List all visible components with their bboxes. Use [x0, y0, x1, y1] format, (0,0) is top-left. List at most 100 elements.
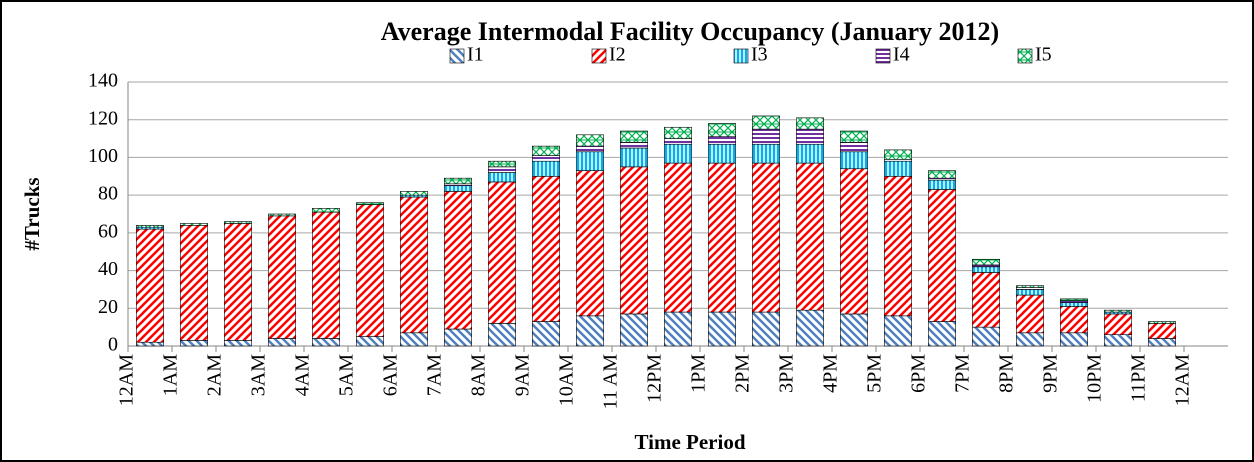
bar-segment: [532, 175, 560, 322]
bar-segment: [224, 223, 252, 341]
bar-segment: [796, 162, 824, 311]
x-tick-label: 12PM: [644, 354, 666, 403]
x-tick-label: 8AM: [468, 354, 490, 396]
bar-segment: [796, 143, 824, 164]
bar-segment: [664, 143, 692, 164]
bar-segment: [1016, 294, 1044, 334]
bar-segment: [356, 204, 384, 337]
bar-segment: [1060, 306, 1088, 334]
x-tick-label: 11PM: [1128, 354, 1150, 402]
x-tick-label: 7AM: [424, 354, 446, 396]
y-tick-label: 60: [98, 220, 118, 242]
x-tick-label: 8PM: [996, 354, 1018, 393]
bar-segment: [224, 221, 252, 224]
bar-segment: [620, 130, 648, 143]
y-tick-label: 0: [108, 334, 118, 356]
bar-segment: [400, 196, 428, 334]
bar-segment: [444, 177, 472, 185]
legend-label: I5: [1035, 44, 1052, 66]
bar-segment: [576, 315, 604, 347]
bar-segment: [488, 166, 516, 173]
bar-segment: [664, 162, 692, 313]
legend-label: I2: [609, 44, 626, 66]
bar-segment: [1104, 309, 1132, 313]
bar-segment: [796, 117, 824, 130]
bar-segment: [268, 215, 296, 339]
x-tick-label: 2PM: [732, 354, 754, 393]
x-tick-label: 11 AM: [600, 354, 622, 410]
bar-segment: [796, 128, 824, 145]
bar-segment: [928, 189, 956, 322]
bar-segment: [1104, 313, 1132, 335]
bar-segment: [884, 149, 912, 160]
bar-segment: [532, 155, 560, 162]
bar-segment: [444, 191, 472, 330]
x-tick-label: 7PM: [952, 354, 974, 393]
bar-segment: [664, 126, 692, 139]
bar-segment: [1148, 323, 1176, 339]
x-tick-label: 12AM: [116, 354, 138, 406]
bar-segment: [928, 321, 956, 347]
bar-segment: [488, 323, 516, 347]
bar-segment: [532, 160, 560, 177]
bar-segment: [620, 313, 648, 347]
bar-segment: [972, 258, 1000, 266]
x-tick-label: 5AM: [336, 354, 358, 396]
bar-segment: [356, 202, 384, 205]
bar-segment: [180, 340, 208, 347]
bar-segment: [1148, 338, 1176, 347]
bar-segment: [488, 172, 516, 183]
bar-segment: [708, 162, 736, 313]
x-axis-title: Time Period: [634, 430, 745, 454]
x-tick-label: 9PM: [1040, 354, 1062, 393]
y-tick-label: 100: [88, 145, 118, 167]
bar-segment: [180, 223, 208, 226]
x-tick-label: 2AM: [204, 354, 226, 396]
bar-segment: [400, 332, 428, 347]
bar-segment: [268, 338, 296, 347]
bar-segment: [752, 143, 780, 164]
bar-segment: [884, 175, 912, 317]
bar-segment: [752, 162, 780, 313]
bar-segment: [180, 225, 208, 341]
bar-segment: [1060, 302, 1088, 307]
x-tick-label: 6PM: [908, 354, 930, 393]
bar-segment: [1016, 285, 1044, 288]
legend-label: I3: [751, 44, 768, 66]
bar-segment: [312, 338, 340, 347]
bar-segment: [884, 160, 912, 177]
x-tick-label: 10PM: [1084, 354, 1106, 403]
y-tick-label: 120: [88, 107, 118, 129]
bar-segment: [444, 185, 472, 192]
bar-segment: [576, 134, 604, 147]
chart-title: Average Intermodal Facility Occupancy (J…: [381, 17, 999, 46]
y-tick-label: 140: [88, 70, 118, 92]
bar-segment: [400, 191, 428, 196]
x-tick-label: 9AM: [512, 354, 534, 396]
bar-segment: [312, 208, 340, 213]
bar-segment: [752, 128, 780, 145]
bar-segment: [1060, 298, 1088, 302]
bar-segment: [928, 179, 956, 190]
y-axis-title: #Trucks: [20, 177, 44, 250]
bar-segment: [136, 341, 164, 347]
bar-segment: [620, 147, 648, 168]
bar-segment: [532, 145, 560, 156]
x-tick-label: 10AM: [556, 354, 578, 406]
bar-segment: [1016, 289, 1044, 296]
bar-segment: [268, 213, 296, 217]
bar-segment: [664, 311, 692, 347]
bar-segment: [840, 313, 868, 347]
bar-segment: [444, 328, 472, 347]
bar-segment: [1104, 334, 1132, 347]
bar-segment: [840, 151, 868, 170]
legend-swatch: [733, 48, 749, 64]
legend-label: I1: [467, 44, 484, 66]
legend-swatch: [1017, 48, 1033, 64]
legend-swatch: [449, 48, 465, 64]
bar-segment: [708, 311, 736, 347]
legend-label: I4: [893, 44, 910, 66]
bar-segment: [796, 309, 824, 347]
y-tick-label: 80: [98, 183, 118, 205]
